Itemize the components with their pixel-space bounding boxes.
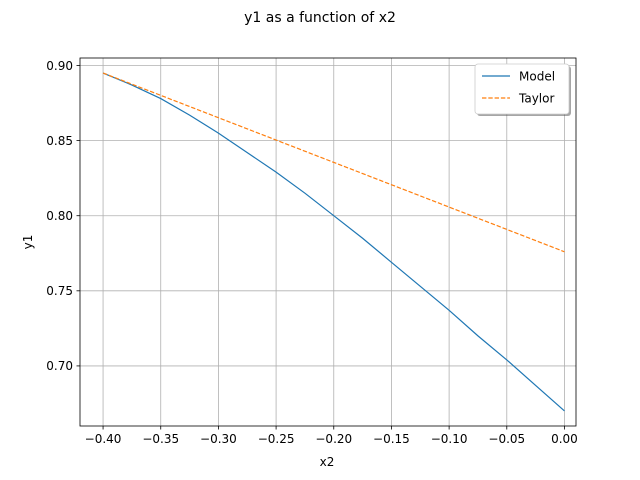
x-tick-label: −0.30	[200, 432, 237, 446]
legend: Model Taylor	[474, 63, 571, 116]
plot-area-frame	[79, 57, 577, 427]
series-line-model	[102, 72, 565, 412]
y-axis-label: y1	[21, 235, 35, 250]
x-tick-label: −0.40	[85, 432, 122, 446]
series-line-taylor	[102, 72, 565, 253]
y-tick-label: 0.85	[46, 134, 73, 148]
x-axis-label: x2	[320, 455, 335, 469]
axis-ticks: −0.40 −0.35 −0.30 −0.25 −0.20 −0.15 −0.10 −0.05…	[46, 59, 578, 446]
x-tick-label: −0.15	[373, 432, 410, 446]
x-tick-label: 0.00	[551, 432, 578, 446]
y-tick-label: 0.70	[46, 359, 73, 373]
y-tick-label: 0.90	[46, 59, 73, 73]
x-tick-label: −0.10	[431, 432, 468, 446]
y-tick-label: 0.80	[46, 209, 73, 223]
series-group	[102, 72, 565, 412]
x-tick-label: −0.20	[315, 432, 352, 446]
x-tick-label: −0.05	[488, 432, 525, 446]
x-tick-label: −0.35	[142, 432, 179, 446]
x-tick-label: −0.25	[258, 432, 295, 446]
chart-title: y1 as a function of x2	[244, 10, 396, 26]
y-tick-label: 0.75	[46, 284, 73, 298]
legend-label-taylor: Taylor	[518, 91, 554, 105]
legend-label-model: Model	[519, 69, 555, 83]
